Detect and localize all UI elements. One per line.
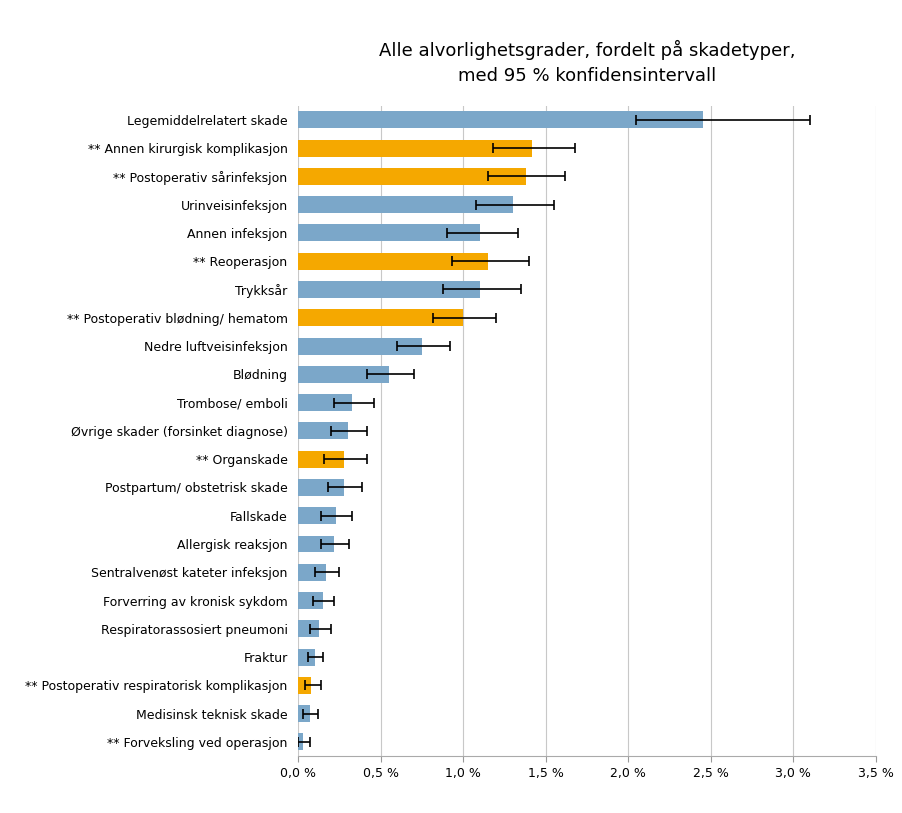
Bar	[298, 111, 702, 128]
Bar	[298, 649, 314, 666]
Bar	[298, 140, 532, 157]
Bar	[298, 479, 344, 496]
Bar	[298, 705, 309, 722]
Bar	[298, 168, 525, 185]
Bar	[298, 253, 487, 270]
Bar	[298, 366, 389, 383]
Bar	[298, 592, 322, 609]
Bar	[298, 309, 463, 326]
Title: Alle alvorlighetsgrader, fordelt på skadetyper,
med 95 % konfidensintervall: Alle alvorlighetsgrader, fordelt på skad…	[378, 40, 795, 85]
Bar	[298, 394, 352, 411]
Bar	[298, 196, 512, 213]
Bar	[298, 563, 326, 580]
Bar	[298, 536, 334, 553]
Bar	[298, 281, 479, 298]
Bar	[298, 677, 311, 693]
Bar	[298, 224, 479, 241]
Bar	[298, 337, 421, 354]
Bar	[298, 423, 347, 439]
Bar	[298, 507, 336, 524]
Bar	[298, 620, 319, 637]
Bar	[298, 733, 302, 750]
Bar	[298, 450, 344, 467]
